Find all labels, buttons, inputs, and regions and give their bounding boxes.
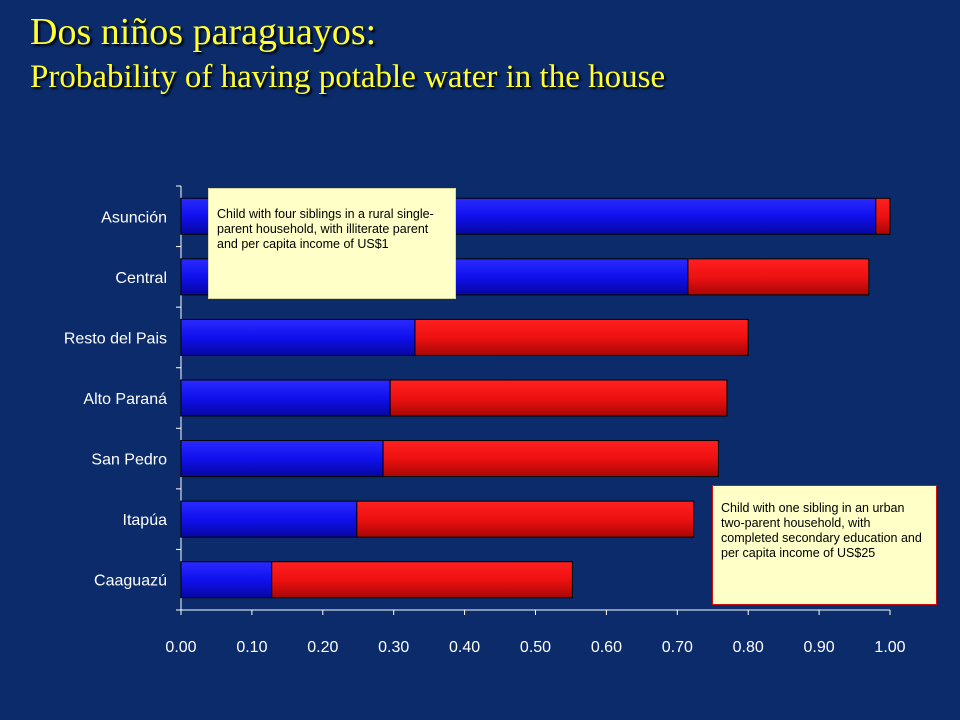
category-label: Caaguazú bbox=[94, 573, 167, 590]
x-tick-label: 0.50 bbox=[520, 639, 551, 656]
bar-rural-4 bbox=[180, 440, 384, 478]
bar-urban-6 bbox=[271, 561, 573, 599]
category-label: San Pedro bbox=[91, 452, 167, 469]
x-tick-label: 0.80 bbox=[733, 639, 764, 656]
category-label: Resto del Pais bbox=[64, 330, 167, 347]
page-title: Dos niños paraguayos: Probability of hav… bbox=[30, 8, 665, 98]
annotation-rural-child: Child with four siblings in a rural sing… bbox=[208, 188, 456, 299]
x-tick-label: 0.90 bbox=[804, 639, 835, 656]
category-label: Asunción bbox=[101, 209, 167, 226]
x-tick-label: 0.00 bbox=[165, 639, 196, 656]
bar-urban-2 bbox=[414, 318, 749, 356]
title-line-2: Probability of having potable water in t… bbox=[30, 59, 666, 95]
bar-rural-5 bbox=[180, 500, 358, 538]
title-line-1: Dos niños paraguayos: bbox=[30, 11, 377, 53]
annotation-urban-child: Child with one sibling in an urban two-p… bbox=[712, 485, 937, 605]
x-tick-label: 0.30 bbox=[378, 639, 409, 656]
x-tick-label: 1.00 bbox=[874, 639, 905, 656]
x-tick-label: 0.20 bbox=[307, 639, 338, 656]
category-label: Itapúa bbox=[123, 512, 168, 529]
labels: 0.00 0.10 0.20 0.30 0.40 0.50 0.60 0.70 0.80 0.90… bbox=[64, 209, 906, 656]
bar-rural-6 bbox=[180, 561, 273, 599]
x-tick-label: 0.10 bbox=[236, 639, 267, 656]
bars bbox=[180, 197, 891, 599]
bar-rural-2 bbox=[180, 318, 416, 356]
bar-urban-0 bbox=[875, 197, 891, 235]
category-label: Alto Paraná bbox=[83, 391, 167, 408]
bar-rural-3 bbox=[180, 379, 391, 417]
bar-urban-4 bbox=[382, 440, 719, 478]
x-tick-label: 0.40 bbox=[449, 639, 480, 656]
category-label: Central bbox=[115, 270, 167, 287]
x-tick-label: 0.60 bbox=[591, 639, 622, 656]
bar-urban-3 bbox=[389, 379, 728, 417]
bar-urban-1 bbox=[687, 258, 870, 296]
x-tick-label: 0.70 bbox=[662, 639, 693, 656]
bar-urban-5 bbox=[356, 500, 695, 538]
